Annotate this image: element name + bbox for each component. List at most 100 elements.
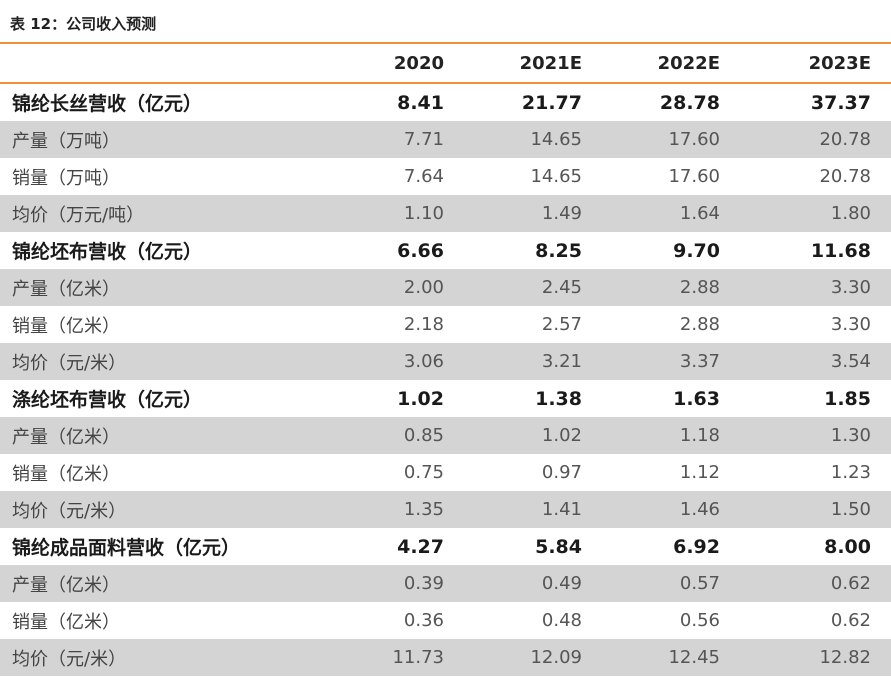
- table-body: 锦纶长丝营收（亿元） 8.41 21.77 28.78 37.37 产量（万吨） 7.71 1…: [0, 83, 891, 676]
- value-cell: 8.25: [535, 239, 582, 262]
- header-cell-2020: 2020: [340, 44, 460, 84]
- value-cell: 11.68: [810, 239, 871, 262]
- table-title: 表 12：公司收入预测: [10, 15, 157, 33]
- row-label: 锦纶坯布营收（亿元）: [12, 241, 203, 263]
- value-cell: 20.78: [819, 166, 871, 187]
- table-row: 销量（亿米） 2.18 2.57 2.88 3.30: [0, 306, 891, 343]
- value-cell: 17.60: [668, 166, 720, 187]
- table-row: 产量（万吨） 7.71 14.65 17.60 20.78: [0, 121, 891, 158]
- value-cell: 9.70: [673, 239, 720, 262]
- table-row: 销量（万吨） 7.64 14.65 17.60 20.78: [0, 158, 891, 195]
- value-cell: 1.23: [830, 462, 871, 483]
- row-label: 销量（亿米）: [12, 463, 120, 485]
- value-cell: 1.38: [535, 387, 582, 410]
- table-header: 2020 2021E 2022E 2023E: [0, 44, 891, 84]
- value-cell: 37.37: [810, 91, 871, 114]
- row-label: 均价（元/米）: [0, 639, 340, 676]
- row-label: 产量（亿米）: [0, 565, 340, 602]
- header-cell-2022e: 2022E: [598, 44, 736, 84]
- value-cell: 6.92: [673, 535, 720, 558]
- table-row: 产量（亿米） 0.39 0.49 0.57 0.62: [0, 565, 891, 602]
- revenue-forecast-table: 2020 2021E 2022E 2023E 锦纶长丝营收（亿元） 8.41 21.…: [0, 44, 891, 676]
- row-label: 产量（亿米）: [0, 269, 340, 306]
- value-cell: 1.18: [598, 417, 736, 454]
- header-row: 2020 2021E 2022E 2023E: [0, 44, 891, 84]
- value-cell: 3.21: [460, 343, 598, 380]
- value-cell: 8.00: [824, 535, 871, 558]
- value-cell: 0.39: [340, 565, 460, 602]
- value-cell: 1.02: [460, 417, 598, 454]
- value-cell: 1.02: [397, 387, 444, 410]
- value-cell: 2.45: [460, 269, 598, 306]
- value-cell: 1.49: [460, 195, 598, 232]
- header-cell-label: [0, 44, 340, 84]
- value-cell: 1.10: [340, 195, 460, 232]
- table-row: 均价（元/米） 11.73 12.09 12.45 12.82: [0, 639, 891, 676]
- value-cell: 17.60: [598, 121, 736, 158]
- table-row: 均价（万元/吨） 1.10 1.49 1.64 1.80: [0, 195, 891, 232]
- value-cell: 21.77: [521, 91, 582, 114]
- row-label: 锦纶长丝营收（亿元）: [12, 93, 203, 115]
- value-cell: 0.75: [403, 462, 444, 483]
- value-cell: 0.49: [460, 565, 598, 602]
- table-row: 锦纶坯布营收（亿元） 6.66 8.25 9.70 11.68: [0, 232, 891, 269]
- table-row: 涤纶坯布营收（亿元） 1.02 1.38 1.63 1.85: [0, 380, 891, 417]
- row-label: 销量（万吨）: [12, 167, 120, 189]
- value-cell: 8.41: [397, 91, 444, 114]
- row-label: 产量（亿米）: [0, 417, 340, 454]
- row-label: 涤纶坯布营收（亿元）: [12, 389, 203, 411]
- value-cell: 0.56: [679, 610, 720, 631]
- header-cell-2023e: 2023E: [736, 44, 891, 84]
- value-cell: 3.06: [340, 343, 460, 380]
- value-cell: 3.30: [830, 314, 871, 335]
- row-label: 销量（亿米）: [12, 611, 120, 633]
- value-cell: 2.88: [679, 314, 720, 335]
- value-cell: 1.30: [736, 417, 891, 454]
- table-row: 锦纶成品面料营收（亿元） 4.27 5.84 6.92 8.00: [0, 528, 891, 565]
- table-row: 均价（元/米） 3.06 3.21 3.37 3.54: [0, 343, 891, 380]
- value-cell: 1.63: [673, 387, 720, 410]
- value-cell: 28.78: [659, 91, 720, 114]
- value-cell: 1.80: [736, 195, 891, 232]
- title-rule: [0, 42, 891, 44]
- header-cell-2021e: 2021E: [460, 44, 598, 84]
- value-cell: 0.62: [736, 565, 891, 602]
- value-cell: 0.85: [340, 417, 460, 454]
- value-cell: 0.97: [541, 462, 582, 483]
- table-row: 产量（亿米） 0.85 1.02 1.18 1.30: [0, 417, 891, 454]
- value-cell: 1.85: [824, 387, 871, 410]
- value-cell: 20.78: [736, 121, 891, 158]
- value-cell: 0.36: [403, 610, 444, 631]
- value-cell: 2.57: [541, 314, 582, 335]
- value-cell: 3.30: [736, 269, 891, 306]
- value-cell: 1.50: [736, 491, 891, 528]
- table-row: 锦纶长丝营收（亿元） 8.41 21.77 28.78 37.37: [0, 83, 891, 121]
- value-cell: 1.64: [598, 195, 736, 232]
- value-cell: 0.57: [598, 565, 736, 602]
- value-cell: 3.37: [598, 343, 736, 380]
- value-cell: 11.73: [340, 639, 460, 676]
- row-label: 销量（亿米）: [12, 315, 120, 337]
- value-cell: 4.27: [397, 535, 444, 558]
- value-cell: 1.46: [598, 491, 736, 528]
- row-label: 产量（万吨）: [0, 121, 340, 158]
- value-cell: 6.66: [397, 239, 444, 262]
- table-row: 产量（亿米） 2.00 2.45 2.88 3.30: [0, 269, 891, 306]
- row-label: 锦纶成品面料营收（亿元）: [12, 537, 241, 559]
- value-cell: 7.64: [403, 166, 444, 187]
- value-cell: 12.09: [460, 639, 598, 676]
- value-cell: 0.48: [541, 610, 582, 631]
- table-row: 销量（亿米） 0.36 0.48 0.56 0.62: [0, 602, 891, 639]
- value-cell: 14.65: [460, 121, 598, 158]
- value-cell: 2.88: [598, 269, 736, 306]
- row-label: 均价（元/米）: [0, 491, 340, 528]
- row-label: 均价（元/米）: [0, 343, 340, 380]
- value-cell: 1.41: [460, 491, 598, 528]
- value-cell: 2.18: [403, 314, 444, 335]
- value-cell: 0.62: [830, 610, 871, 631]
- value-cell: 1.12: [679, 462, 720, 483]
- value-cell: 1.35: [340, 491, 460, 528]
- table-row: 均价（元/米） 1.35 1.41 1.46 1.50: [0, 491, 891, 528]
- value-cell: 7.71: [340, 121, 460, 158]
